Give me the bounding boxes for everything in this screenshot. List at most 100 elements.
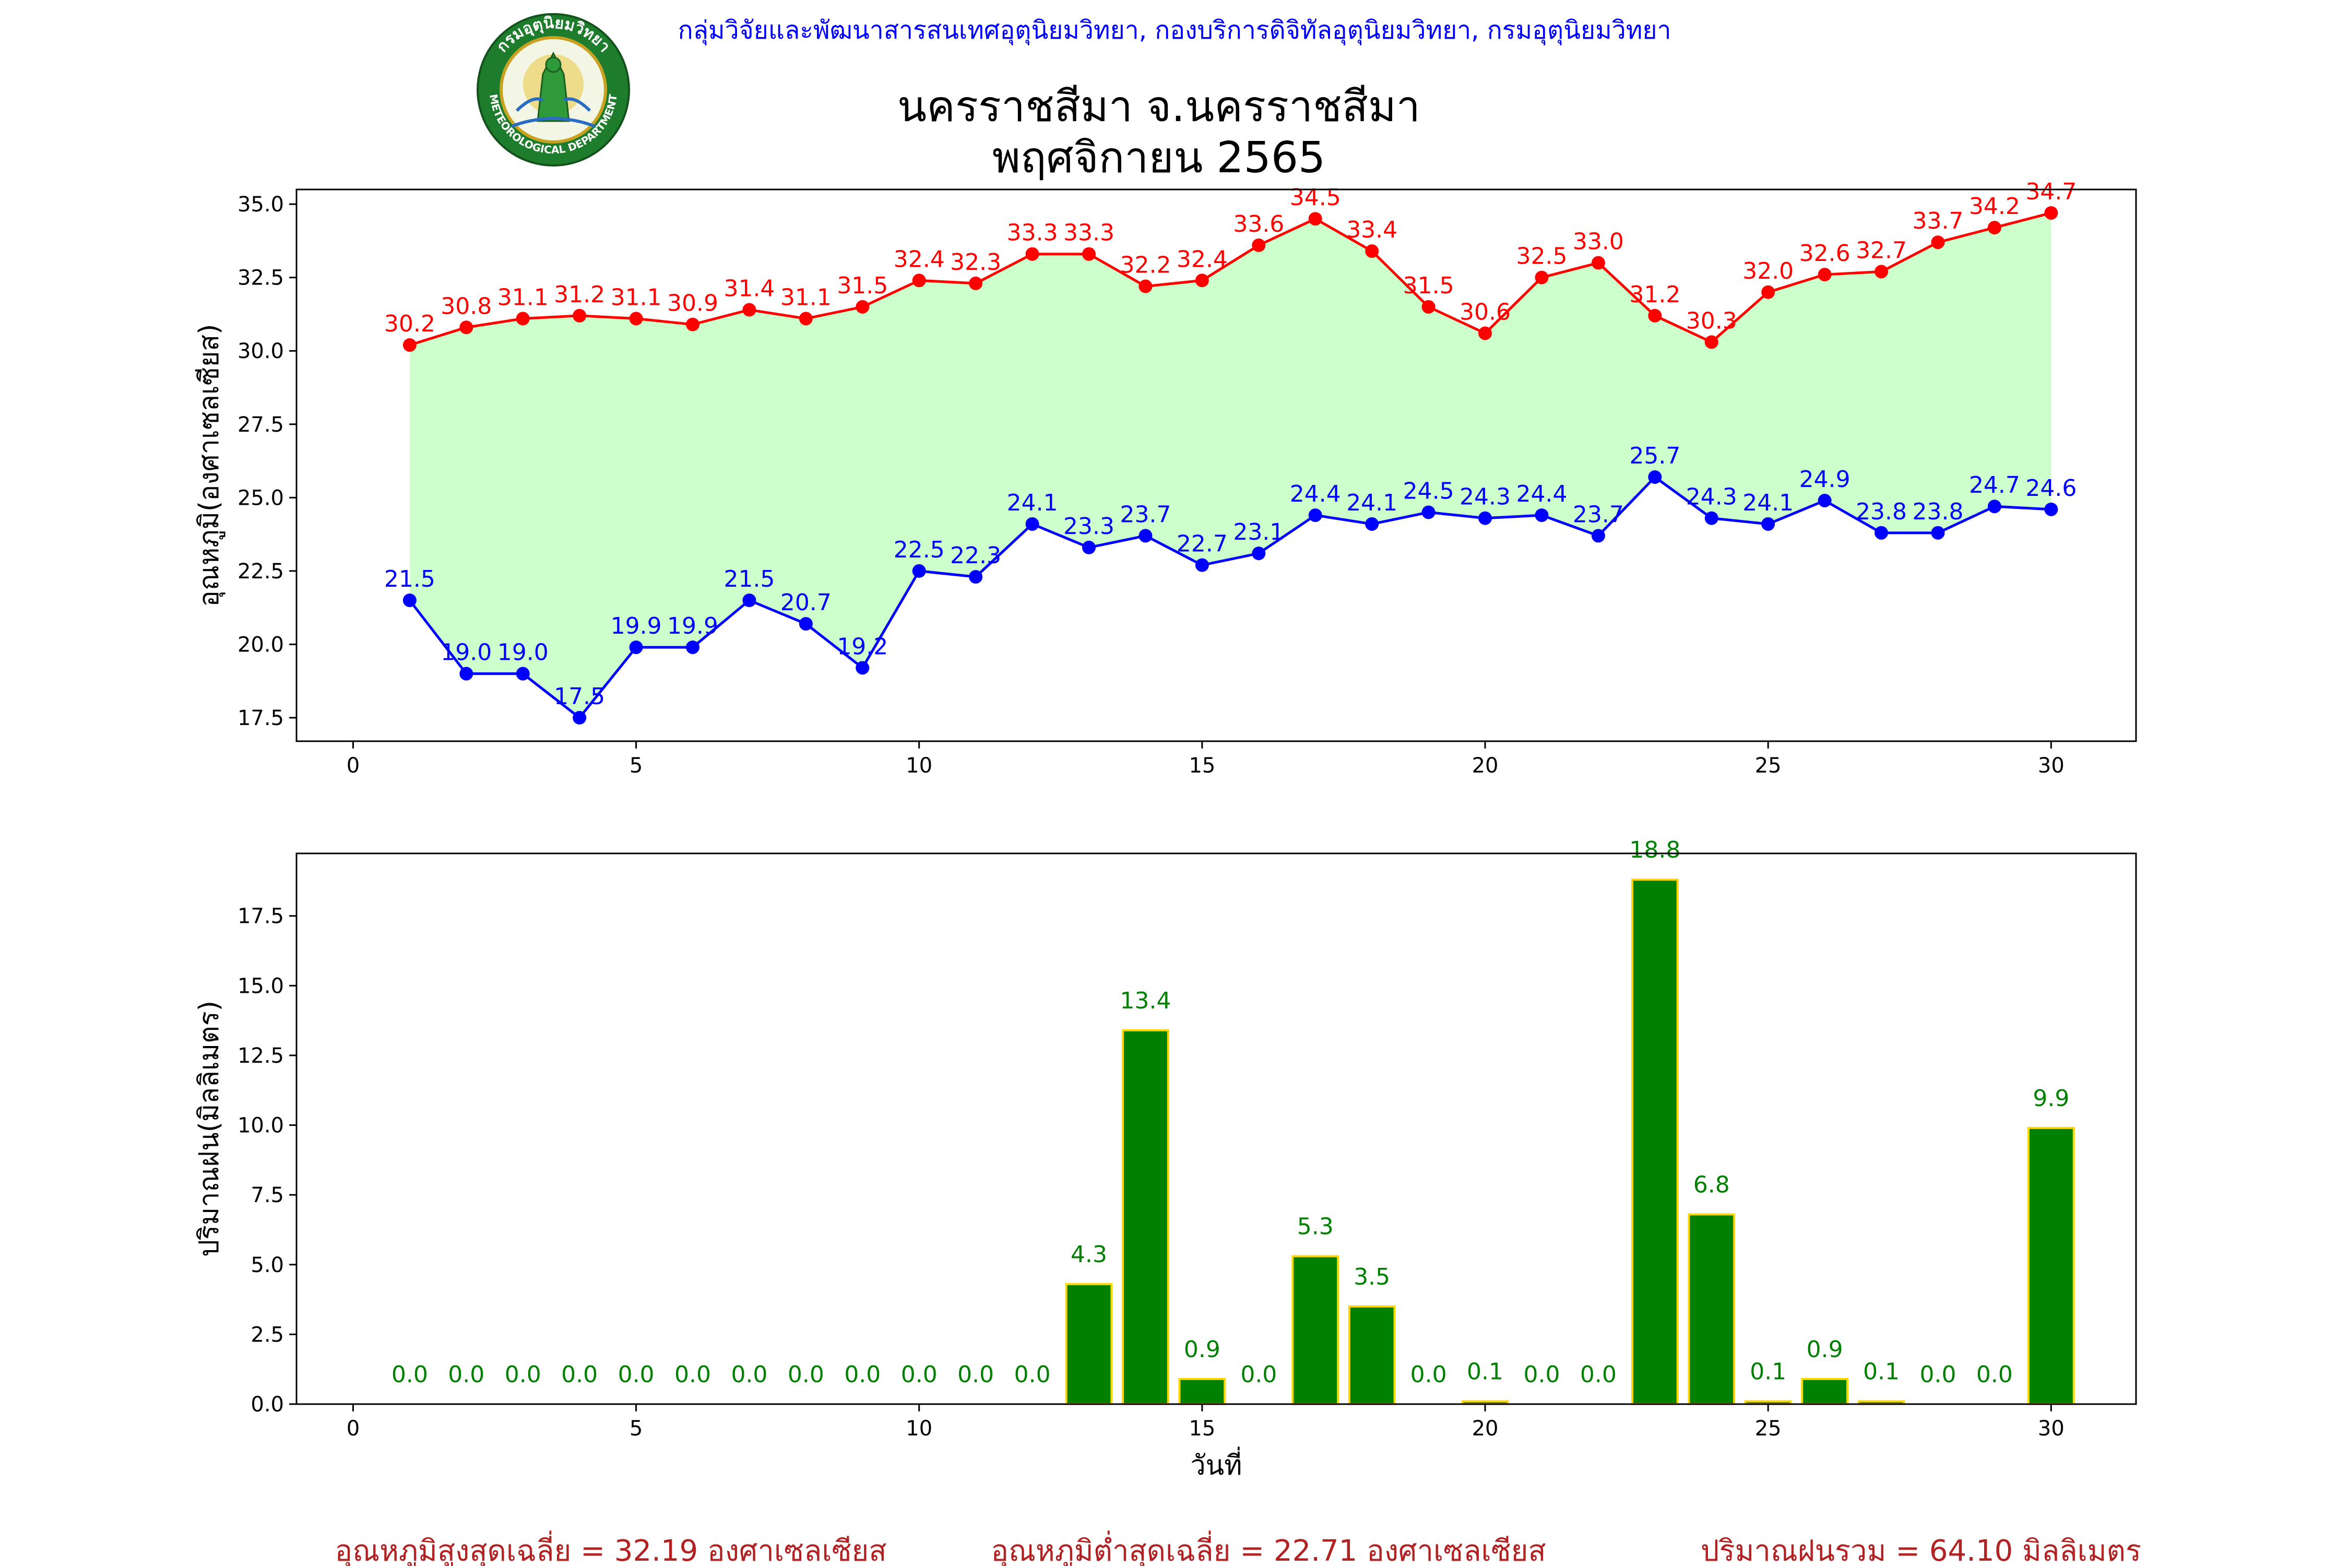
max-temperature-data-label: 32.4 (894, 246, 945, 272)
min-temperature-data-label: 23.8 (1856, 498, 1907, 525)
rainfall-data-label: 13.4 (1120, 988, 1171, 1014)
y-tick-label: 25.0 (238, 486, 284, 510)
min-temperature-data-label: 19.0 (497, 639, 549, 666)
min-temperature-point (1025, 517, 1039, 531)
summary-avg-min: อุณหภูมิต่ำสุดเฉลี่ย = 22.71 องศาเซลเซีย… (991, 1530, 1546, 1566)
rainfall-data-label: 0.9 (1184, 1336, 1220, 1363)
max-temperature-data-label: 30.9 (667, 290, 718, 317)
rainfall-data-label: 0.0 (392, 1361, 428, 1388)
y-tick-label: 27.5 (238, 413, 284, 437)
min-temperature-point (1818, 493, 1832, 507)
max-temperature-point (1648, 308, 1662, 323)
rainfall-bar (1122, 1029, 1169, 1406)
min-temperature-point (856, 661, 870, 675)
min-temperature-data-label: 24.3 (1460, 484, 1511, 510)
max-temperature-point (1761, 285, 1775, 299)
min-temperature-point (2044, 502, 2058, 516)
rainfall-data-label: 0.0 (731, 1361, 767, 1388)
max-temperature-data-label: 31.5 (1403, 272, 1454, 299)
chart-title-line2: พฤศจิกายน 2565 (992, 133, 1325, 183)
max-temperature-data-label: 30.3 (1686, 307, 1737, 334)
y-axis-label: อุณหภูมิ(องศาเซลเซียส) (194, 324, 226, 607)
max-temperature-point (1195, 274, 1209, 288)
min-temperature-point (1082, 540, 1096, 554)
rainfall-bar (2027, 1126, 2075, 1406)
max-temperature-point (686, 317, 700, 331)
max-temperature-data-label: 32.7 (1856, 237, 1907, 264)
y-tick-label: 32.5 (238, 266, 284, 290)
min-temperature-point (799, 617, 813, 631)
x-tick-label: 0 (347, 754, 360, 778)
summary-total-rain: ปริมาณฝนรวม = 64.10 มิลลิเมตร (1701, 1534, 2141, 1566)
rainfall-bar (1631, 878, 1679, 1405)
rainfall-bar (1065, 1283, 1113, 1406)
max-temperature-data-label: 34.2 (1969, 193, 2020, 220)
min-temperature-point (402, 593, 417, 608)
max-temperature-data-label: 33.3 (1063, 220, 1114, 246)
min-temperature-data-label: 23.8 (1913, 498, 1964, 525)
rainfall-data-label: 0.9 (1807, 1336, 1843, 1363)
max-temperature-data-label: 34.7 (2025, 179, 2077, 205)
max-temperature-point (856, 300, 870, 314)
max-temperature-point (1931, 235, 1945, 250)
min-temperature-point (1308, 508, 1322, 522)
rainfall-bar (1801, 1377, 1849, 1405)
x-axis-label: วันที่ (1190, 1446, 1242, 1481)
y-tick-label: 15.0 (238, 974, 284, 998)
max-temperature-data-label: 32.5 (1516, 243, 1567, 270)
temperature-range-fill (409, 212, 2051, 718)
min-temperature-point (969, 570, 983, 584)
max-temperature-point (459, 320, 473, 335)
min-temperature-data-label: 19.9 (667, 613, 718, 639)
max-temperature-data-label: 33.0 (1573, 229, 1624, 255)
rainfall-data-label: 0.0 (1580, 1361, 1617, 1388)
rainfall-data-label: 0.0 (448, 1361, 484, 1388)
max-temperature-data-label: 30.8 (441, 293, 492, 319)
max-temperature-data-label: 31.1 (611, 284, 662, 311)
max-temperature-point (742, 303, 756, 317)
min-temperature-point (1648, 470, 1662, 484)
y-axis-label: ปริมาณฝน(มิลลิเมตร) (194, 1001, 225, 1257)
min-temperature-data-label: 24.4 (1290, 481, 1341, 507)
rainfall-data-label: 0.0 (561, 1361, 598, 1388)
rainfall-data-label: 0.1 (1863, 1359, 1900, 1385)
y-tick-label: 20.0 (238, 633, 284, 657)
max-temperature-point (1082, 247, 1096, 261)
min-temperature-point (1931, 526, 1945, 540)
rainfall-data-label: 4.3 (1071, 1241, 1107, 1268)
max-temperature-data-label: 32.2 (1120, 252, 1171, 279)
x-tick-label: 10 (906, 754, 932, 778)
min-temperature-data-label: 24.3 (1686, 484, 1737, 510)
min-temperature-data-label: 24.1 (1742, 490, 1794, 516)
min-temperature-data-label: 23.7 (1120, 501, 1171, 528)
max-temperature-data-label: 31.1 (497, 284, 549, 311)
max-temperature-data-label: 31.1 (780, 284, 832, 311)
min-temperature-point (1761, 517, 1775, 531)
max-temperature-line (409, 211, 2051, 347)
y-tick-label: 5.0 (251, 1253, 284, 1277)
temperature-panel: 30.230.8 31.1 31.2 31.1 30.931.4 31.1 31.532.4… (194, 179, 2137, 778)
max-temperature-data-label: 32.6 (1799, 240, 1850, 267)
min-temperature-data-label: 22.5 (894, 537, 945, 563)
max-temperature-point (1478, 326, 1492, 340)
min-temperature-data-label: 20.7 (780, 589, 832, 616)
max-temperature-point (402, 338, 417, 352)
max-temperature-point (629, 312, 643, 326)
max-temperature-point (1138, 279, 1153, 293)
max-temperature-point (1591, 256, 1605, 270)
min-temperature-data-label: 21.5 (384, 566, 435, 592)
max-temperature-point (1252, 238, 1266, 252)
min-temperature-point (912, 564, 926, 578)
y-tick-label: 17.5 (238, 905, 284, 929)
max-temperature-point (1818, 268, 1832, 282)
max-temperature-data-label: 32.0 (1742, 258, 1794, 284)
min-temperature-point (1987, 500, 2001, 514)
rainfall-bar (1291, 1255, 1339, 1406)
rainfall-data-label: 0.0 (618, 1361, 655, 1388)
min-temperature-data-label: 24.6 (2025, 475, 2077, 502)
min-temperature-point (1535, 508, 1549, 522)
min-temperature-data-label: 23.1 (1233, 519, 1284, 545)
min-temperature-data-label: 24.1 (1346, 490, 1397, 516)
rainfall-bar (1688, 1213, 1736, 1405)
